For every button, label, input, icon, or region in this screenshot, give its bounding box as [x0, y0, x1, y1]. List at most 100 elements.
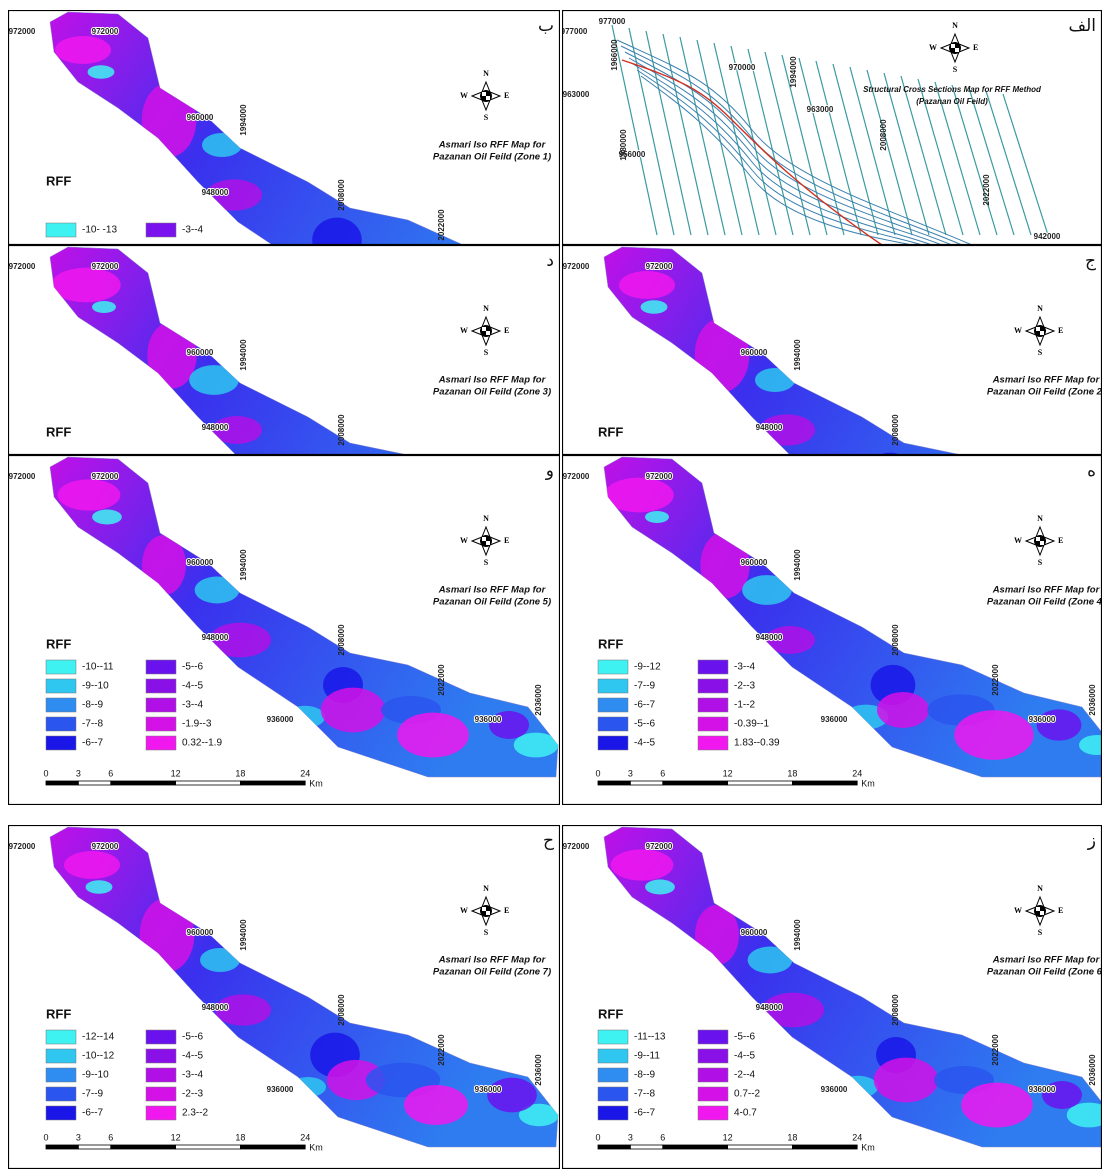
coordinate-label: 1980000 — [619, 129, 628, 161]
rff-zone — [212, 416, 262, 444]
cross-section-line — [781, 54, 828, 236]
legend-swatch — [45, 1067, 77, 1083]
compass-quadrant — [1040, 541, 1044, 545]
map-title: Asmari Iso RFF Map for — [992, 955, 1101, 966]
scale-label: 18 — [787, 768, 797, 778]
rff-zone — [194, 576, 240, 604]
scale-segment — [630, 1144, 664, 1150]
scale-label: 0 — [595, 1132, 600, 1142]
rff-zone — [518, 1103, 558, 1127]
panel-letter: ج — [1085, 251, 1096, 271]
coordinate-label: 2008000 — [337, 414, 346, 446]
scale-label: 0 — [43, 768, 48, 778]
coordinate-label: 2008000 — [891, 624, 900, 656]
compass-label: W — [460, 326, 468, 335]
panel-letter: و — [545, 461, 554, 481]
scale-segment — [597, 780, 631, 786]
oil-field — [49, 456, 559, 778]
compass-label: S — [484, 348, 489, 357]
legend-label: -4--5 — [182, 1051, 204, 1062]
legend-swatch — [45, 735, 77, 751]
scale-segment — [110, 780, 177, 786]
rff-contours — [604, 477, 1102, 760]
scale-segment — [78, 780, 112, 786]
legend-swatch — [145, 1067, 177, 1083]
legend-label: -7--8 — [634, 1089, 656, 1100]
compass-quadrant — [951, 44, 955, 48]
scale-label: Km — [861, 1142, 875, 1152]
legend-label: -3--4 — [734, 662, 756, 673]
compass-label: N — [483, 884, 489, 893]
scale-label: 6 — [660, 768, 665, 778]
map-panel: 972000 972000 960000 1994000 948000 2008000 20… — [8, 10, 560, 245]
legend-title: RFF — [46, 424, 71, 439]
legend-label: 0.7--2 — [734, 1089, 761, 1100]
coordinate-label: 960000 — [187, 928, 214, 937]
legend-title: RFF — [46, 1006, 71, 1021]
map-title: Asmari Iso RFF Map for — [438, 585, 547, 596]
scale-label: 24 — [852, 768, 862, 778]
scale-segment — [45, 780, 79, 786]
legend-swatch — [697, 1067, 729, 1083]
map-title: Asmari Iso RFF Map for — [992, 375, 1101, 386]
legend-label: -1.9--3 — [182, 719, 212, 730]
coordinate-label: 936000 — [475, 715, 502, 724]
coordinate-label: 2022000 — [991, 664, 1000, 696]
compass-label: W — [1014, 536, 1022, 545]
compass-label: E — [1058, 906, 1063, 915]
cross-section-line — [951, 84, 998, 236]
coordinate-label: 2008000 — [337, 994, 346, 1026]
panel-letter: ب — [538, 16, 554, 36]
legend-label: -5--6 — [182, 662, 204, 673]
legend-swatch — [697, 697, 729, 713]
rff-zone — [765, 626, 815, 654]
map-panel: 972000 972000 960000 1994000 948000 2008000 93… — [562, 455, 1102, 805]
coordinate-label: 1994000 — [793, 339, 802, 371]
cross-section-line — [747, 48, 794, 236]
coordinate-label: 1994000 — [239, 919, 248, 951]
rff-zone — [487, 1077, 537, 1113]
coordinate-label: 972000 — [92, 842, 119, 851]
legend-title: RFF — [598, 424, 623, 439]
legend-swatch — [145, 1029, 177, 1045]
cross-section-line — [679, 36, 726, 236]
rff-zone — [404, 1085, 468, 1125]
scale-segment — [727, 1144, 793, 1150]
legend-swatch — [145, 735, 177, 751]
rff-zone — [1079, 735, 1102, 755]
legend-label: -5--6 — [734, 1032, 756, 1043]
rff-zone — [610, 849, 674, 881]
rff-zone — [51, 267, 121, 303]
compass-label: S — [953, 65, 958, 74]
scale-segment — [791, 1144, 858, 1150]
scale-label: 12 — [723, 768, 733, 778]
coordinate-label: 1994000 — [793, 549, 802, 581]
legend-label: -7--8 — [82, 719, 104, 730]
rff-zone — [954, 710, 1034, 760]
legend-label: -3--4 — [182, 700, 204, 711]
cross-section-line — [713, 42, 760, 236]
scale-segment — [791, 780, 858, 786]
legend-swatch — [697, 1029, 729, 1045]
compass-label: W — [929, 43, 937, 52]
compass-quadrant — [482, 327, 486, 331]
cross-section-line — [611, 24, 658, 236]
structure-contour — [616, 39, 973, 245]
oil-field — [603, 826, 1102, 1148]
legend-label: -10- -13 — [82, 225, 117, 236]
rff-zone — [87, 65, 115, 79]
coordinate-label: 948000 — [756, 1003, 783, 1012]
compass-label: N — [952, 21, 958, 30]
legend-label: -5--6 — [182, 1032, 204, 1043]
legend-swatch — [597, 1067, 629, 1083]
coordinate-label: 1966000 — [610, 39, 619, 71]
compass-label: E — [1058, 536, 1063, 545]
compass-quadrant — [482, 92, 486, 96]
rff-zone — [209, 622, 271, 658]
legend-swatch — [145, 222, 177, 238]
compass-label: E — [504, 326, 509, 335]
legend-swatch — [45, 1105, 77, 1121]
cross-section-line — [849, 66, 896, 236]
legend-label: -6--7 — [82, 1108, 104, 1119]
